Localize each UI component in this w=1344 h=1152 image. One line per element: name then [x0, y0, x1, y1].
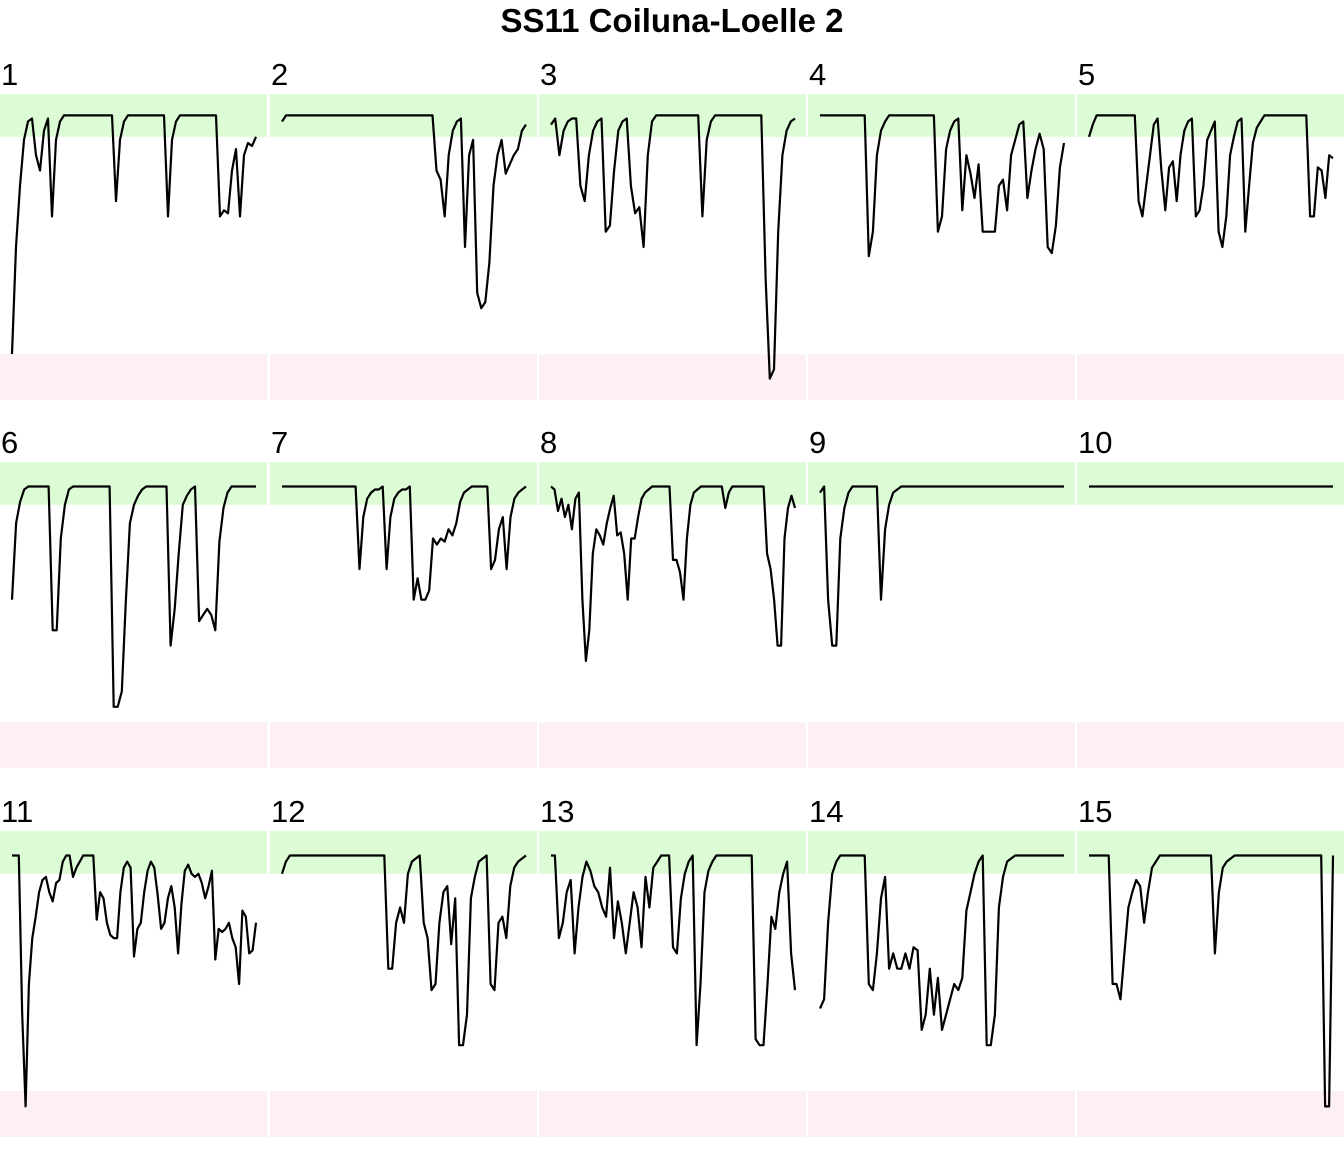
band-lower [808, 354, 1075, 400]
panel-7: 7 [270, 425, 537, 768]
panel-6: 6 [0, 425, 267, 768]
panel-3: 3 [539, 57, 806, 400]
series-line-1 [10, 114, 258, 355]
series-line-8 [550, 485, 797, 663]
panel-4: 4 [808, 57, 1075, 400]
panel-label: 14 [809, 794, 843, 829]
panel-label: 7 [271, 425, 288, 460]
band-lower [808, 1091, 1075, 1137]
panel-2: 2 [270, 57, 537, 400]
series-line-13 [551, 854, 797, 1047]
band-upper [539, 462, 806, 505]
band-upper [1077, 462, 1344, 505]
panel-11: 11 [0, 794, 267, 1137]
panel-10: 10 [1077, 425, 1344, 768]
band-upper [808, 831, 1075, 874]
panel-label: 3 [540, 57, 557, 92]
band-upper [0, 462, 267, 505]
series-line-4 [820, 114, 1066, 258]
panel-label: 10 [1078, 425, 1112, 460]
panel-label: 12 [271, 794, 305, 829]
series-line-15 [1089, 854, 1335, 1108]
band-upper [0, 831, 267, 874]
band-lower [539, 722, 806, 768]
panel-label: 5 [1078, 57, 1095, 92]
band-upper [270, 831, 537, 874]
panel-13: 13 [539, 794, 806, 1137]
band-lower [270, 1091, 537, 1137]
series-line-6 [10, 485, 256, 708]
band-lower [0, 722, 267, 768]
series-line-3 [550, 114, 796, 380]
band-lower [539, 354, 806, 400]
series-line-9 [819, 485, 1064, 647]
panel-1: 1 [0, 57, 267, 400]
panel-15: 15 [1077, 794, 1344, 1137]
panel-label: 2 [271, 57, 288, 92]
panel-label: 4 [809, 57, 826, 92]
band-lower [1077, 354, 1344, 400]
series-line-5 [1087, 114, 1334, 249]
band-lower [270, 354, 537, 400]
series-line-14 [818, 854, 1064, 1047]
panel-label: 6 [1, 425, 18, 460]
band-lower [1077, 1091, 1344, 1137]
panel-label: 8 [540, 425, 557, 460]
chart-title: SS11 Coiluna-Loelle 2 [500, 2, 844, 39]
band-lower [808, 722, 1075, 768]
band-lower [0, 1091, 267, 1137]
panel-label: 9 [809, 425, 826, 460]
panel-label: 11 [1, 794, 33, 829]
band-upper [270, 462, 537, 505]
panel-label: 13 [540, 794, 574, 829]
band-upper [539, 831, 806, 874]
series-line-12 [280, 854, 527, 1047]
band-lower [1077, 722, 1344, 768]
panel-14: 14 [808, 794, 1075, 1137]
panel-12: 12 [270, 794, 537, 1137]
panel-label: 1 [1, 57, 18, 92]
series-line-11 [12, 854, 258, 1108]
band-lower [0, 354, 267, 400]
panel-8: 8 [539, 425, 806, 768]
panel-label: 15 [1078, 794, 1112, 829]
series-line-2 [281, 114, 527, 310]
band-lower [539, 1091, 806, 1137]
band-upper [808, 462, 1075, 505]
band-lower [270, 722, 537, 768]
panel-5: 5 [1077, 57, 1344, 400]
panel-9: 9 [808, 425, 1075, 768]
series-line-7 [282, 485, 527, 601]
